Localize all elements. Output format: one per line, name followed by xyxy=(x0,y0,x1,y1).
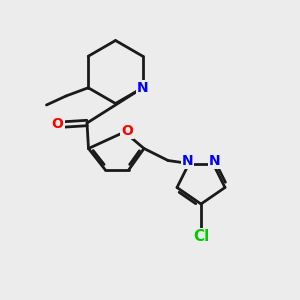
Text: N: N xyxy=(182,154,193,167)
Text: O: O xyxy=(121,124,133,137)
Text: O: O xyxy=(52,118,64,131)
Text: N: N xyxy=(209,154,220,167)
Text: Cl: Cl xyxy=(193,229,209,244)
Text: N: N xyxy=(137,81,148,95)
